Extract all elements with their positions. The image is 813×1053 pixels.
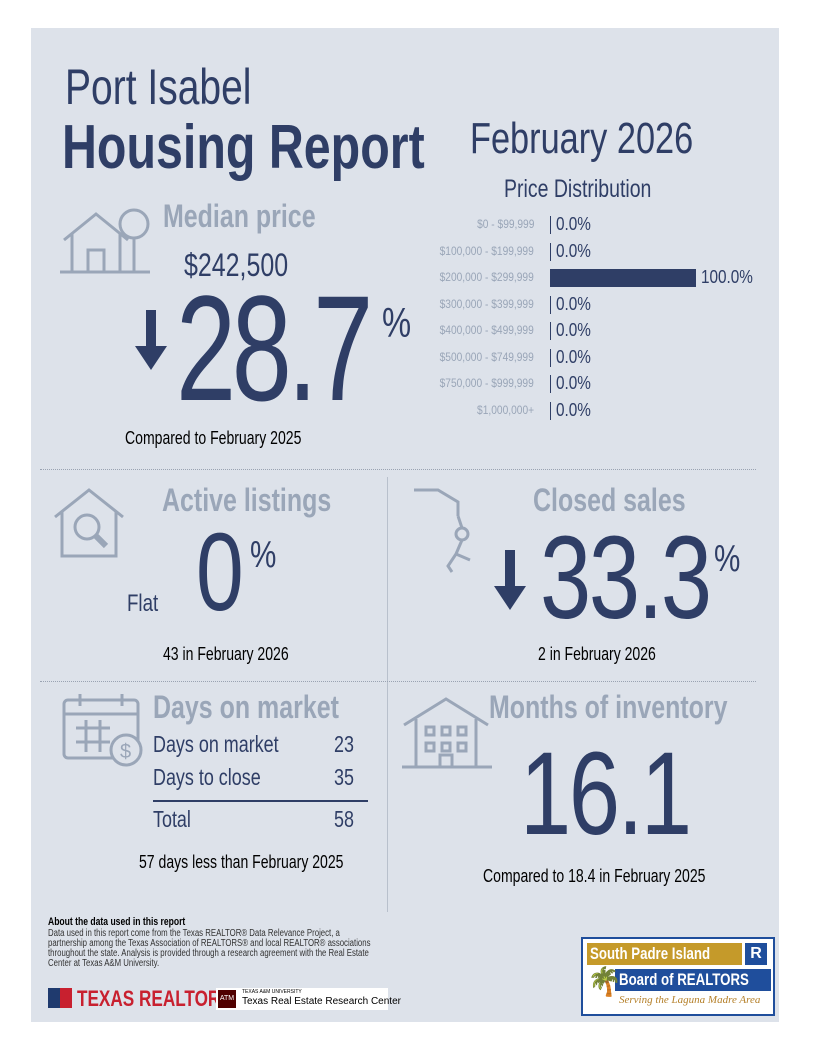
texas-realtors-logo: TEXAS REALTORS: [77, 986, 232, 1011]
price-distribution-row: $300,000 - $399,999 0.0%: [380, 293, 760, 315]
days-on-market-label: Days on market: [153, 689, 339, 725]
spi-board-logo: South Padre Island R Board of REALTORS 🌴…: [581, 937, 775, 1016]
price-bar: [550, 322, 551, 340]
median-compare-note: Compared to February 2025: [125, 428, 302, 448]
city-name: Port Isabel: [65, 59, 252, 115]
divider: [40, 681, 756, 682]
closed-sales-label: Closed sales: [533, 482, 686, 518]
dom-total-value: 58: [334, 806, 354, 832]
dom-total-label: Total: [153, 806, 191, 832]
price-bar: [550, 375, 551, 393]
price-range-label: $400,000 - $499,999: [439, 323, 534, 337]
house-tree-icon: [60, 208, 150, 274]
active-change-unit: %: [250, 534, 277, 576]
dom-row-value: 35: [334, 764, 354, 790]
palm-tree-icon: 🌴: [587, 966, 622, 997]
closed-change-value: 33.3: [540, 512, 712, 644]
total-divider: [153, 800, 368, 802]
closed-note: 2 in February 2026: [538, 644, 656, 664]
active-listings-label: Active listings: [162, 482, 332, 518]
median-change-unit: %: [382, 299, 412, 346]
spi-line3: Serving the Laguna Madre Area: [619, 994, 761, 1006]
median-change-value: 28.7: [176, 264, 373, 432]
price-bar: [550, 242, 551, 261]
about-title: About the data used in this report: [48, 916, 186, 928]
report-card: [31, 28, 779, 1022]
price-distribution-row: $200,000 - $299,999 100.0%: [380, 266, 760, 288]
inventory-note: Compared to 18.4 in February 2025: [483, 866, 706, 886]
price-range-label: $0 - $99,999: [476, 217, 534, 231]
hand-key-icon: [414, 488, 471, 573]
price-distribution-row: $0 - $99,999 0.0%: [380, 213, 760, 235]
price-bar: [550, 216, 551, 234]
inventory-value: 16.1: [520, 728, 692, 860]
tamu-small: TEXAS A&M UNIVERSITY: [242, 989, 302, 995]
price-distribution-row: $100,000 - $199,999 0.0%: [380, 240, 760, 262]
dom-row-value: 23: [334, 731, 354, 757]
price-pct-label: 0.0%: [556, 399, 591, 420]
price-pct-label: 0.0%: [556, 240, 591, 261]
calendar-dollar-icon: $: [62, 694, 143, 767]
dom-note: 57 days less than February 2025: [139, 852, 344, 872]
texas-realtors-mark: [48, 988, 72, 1008]
building-icon: [402, 697, 492, 769]
median-price-value: $242,500: [184, 247, 289, 283]
price-range-label: $200,000 - $299,999: [439, 270, 534, 284]
price-pct-label: 0.0%: [556, 214, 591, 234]
spi-line2: Board of REALTORS: [615, 969, 771, 991]
price-pct-label: 0.0%: [556, 373, 591, 393]
months-of-inventory-label: Months of inventory: [489, 689, 728, 725]
page-title: Housing Report: [62, 113, 425, 182]
arrow-down-icon: [494, 550, 526, 610]
tamu-name: Texas Real Estate Research Center: [242, 996, 401, 1007]
price-range-label: $500,000 - $749,999: [439, 349, 534, 364]
price-distribution-title: Price Distribution: [504, 175, 652, 203]
price-pct-label: 0.0%: [556, 320, 591, 340]
about-text: Data used in this report come from the T…: [48, 928, 371, 969]
closed-change-unit: %: [714, 538, 741, 580]
median-price-label: Median price: [163, 198, 316, 234]
arrow-down-icon: [135, 310, 167, 370]
divider: [387, 477, 388, 912]
active-note: 43 in February 2026: [163, 644, 289, 664]
dom-row-label: Days on market: [153, 731, 279, 757]
price-range-label: $100,000 - $199,999: [439, 243, 534, 258]
svg-text:$: $: [120, 741, 131, 763]
tamu-mark: ATM: [218, 990, 236, 1008]
price-distribution-row: $500,000 - $749,999 0.0%: [380, 346, 760, 368]
price-range-label: $300,000 - $399,999: [439, 296, 534, 311]
dom-row-label: Days to close: [153, 764, 261, 790]
price-bar: [550, 401, 551, 420]
divider: [40, 469, 756, 470]
price-bar: [550, 269, 696, 287]
price-bar: [550, 295, 551, 314]
price-range-label: $1,000,000+: [476, 402, 534, 417]
active-change-value: 0: [196, 511, 244, 634]
realtor-r-icon: R: [745, 943, 767, 965]
price-pct-label: 100.0%: [701, 267, 753, 287]
house-search-icon: [54, 488, 124, 558]
price-distribution-row: $400,000 - $499,999 0.0%: [380, 319, 760, 341]
price-range-label: $750,000 - $999,999: [439, 376, 534, 390]
report-period: February 2026: [470, 114, 694, 163]
price-distribution-row: $750,000 - $999,999 0.0%: [380, 372, 760, 394]
spi-line1: South Padre Island: [587, 943, 742, 965]
price-pct-label: 0.0%: [556, 346, 591, 367]
active-trend: Flat: [127, 590, 159, 617]
price-distribution-row: $1,000,000+ 0.0%: [380, 399, 760, 421]
price-pct-label: 0.0%: [556, 293, 591, 314]
tamu-logo: ATM TEXAS A&M UNIVERSITY Texas Real Esta…: [216, 988, 401, 1010]
price-bar: [550, 348, 551, 367]
